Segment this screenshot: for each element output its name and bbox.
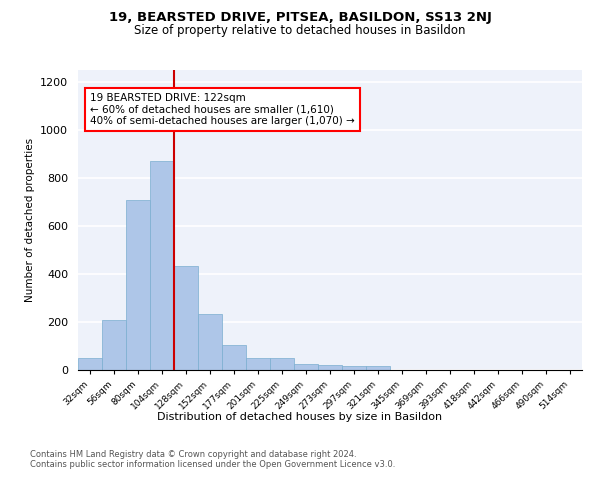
Bar	[78, 358, 102, 370]
Bar	[150, 161, 174, 370]
Text: 19, BEARSTED DRIVE, PITSEA, BASILDON, SS13 2NJ: 19, BEARSTED DRIVE, PITSEA, BASILDON, SS…	[109, 11, 491, 24]
Text: Contains HM Land Registry data © Crown copyright and database right 2024.
Contai: Contains HM Land Registry data © Crown c…	[30, 450, 395, 469]
Text: Distribution of detached houses by size in Basildon: Distribution of detached houses by size …	[157, 412, 443, 422]
Bar	[102, 320, 126, 370]
Text: Size of property relative to detached houses in Basildon: Size of property relative to detached ho…	[134, 24, 466, 37]
Bar	[198, 314, 222, 370]
Text: 19 BEARSTED DRIVE: 122sqm
← 60% of detached houses are smaller (1,610)
40% of se: 19 BEARSTED DRIVE: 122sqm ← 60% of detac…	[91, 93, 355, 126]
Bar	[342, 366, 366, 370]
Bar	[222, 345, 246, 370]
Bar	[366, 366, 390, 370]
Y-axis label: Number of detached properties: Number of detached properties	[25, 138, 35, 302]
Bar	[126, 200, 150, 370]
Bar	[318, 365, 342, 370]
Bar	[174, 266, 198, 370]
Bar	[294, 364, 318, 370]
Bar	[246, 358, 270, 370]
Bar	[270, 358, 294, 370]
